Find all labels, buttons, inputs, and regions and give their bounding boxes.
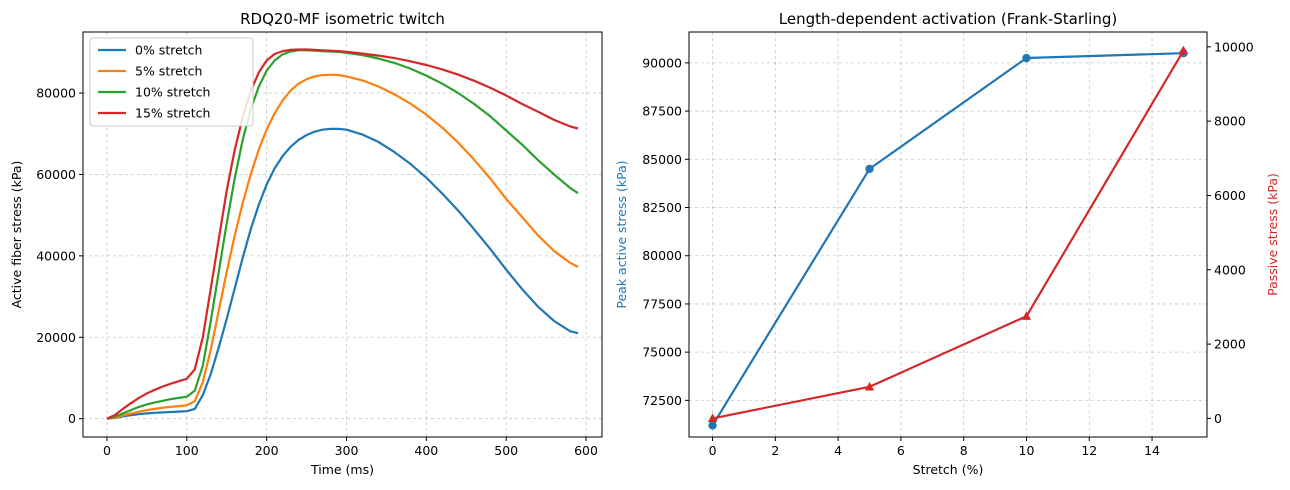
y-tick-label: 72500 xyxy=(642,393,682,408)
x-tick-label: 500 xyxy=(494,443,518,458)
right-y-tick-label: 10000 xyxy=(1214,39,1254,54)
passive-stress-point xyxy=(707,413,718,423)
x-tick-label: 600 xyxy=(574,443,598,458)
right-y-tick-label: 2000 xyxy=(1214,337,1246,352)
series-line-10-stretch xyxy=(106,49,579,420)
passive-stress-point xyxy=(1021,311,1032,320)
series-line-5-stretch xyxy=(106,73,579,420)
chart-title: Length-dependent activation (Frank-Starl… xyxy=(779,10,1117,28)
right-y-axis-label: Passive stress (kPa) xyxy=(1265,173,1280,296)
x-tick-label: 2 xyxy=(771,443,779,458)
x-tick-label: 400 xyxy=(414,443,438,458)
twitch-chart: 0 100 200 300 400 500 600 0 20000 40000 60000 80000… xyxy=(9,10,603,477)
frank-starling-chart: 0 2 4 6 8 10 12 1472500750007750080000825008500… xyxy=(614,10,1280,477)
passive-stress-point xyxy=(864,381,875,391)
x-tick-label: 4 xyxy=(834,443,842,458)
y-tick-label: 87500 xyxy=(642,104,682,119)
y-tick-label: 80000 xyxy=(642,248,682,263)
x-axis-label: Time (ms) xyxy=(310,462,374,477)
x-tick-label: 0 xyxy=(103,443,111,458)
peak-active-stress-point xyxy=(865,164,874,174)
x-tick-label: 14 xyxy=(1144,443,1160,458)
x-axis-label: Stretch (%) xyxy=(913,462,984,477)
legend-label: 15% stretch xyxy=(135,106,210,121)
right-y-tick-label: 6000 xyxy=(1214,188,1246,203)
y-tick-label: 82500 xyxy=(642,200,682,215)
x-tick-label: 200 xyxy=(255,443,279,458)
right-y-tick-label: 0 xyxy=(1214,411,1222,426)
x-tick-label: 12 xyxy=(1081,443,1097,458)
legend-box xyxy=(89,37,254,127)
grid xyxy=(83,32,602,437)
x-tick-label: 8 xyxy=(960,443,968,458)
x-tick-label: 100 xyxy=(175,443,199,458)
passive-stress-point xyxy=(1178,45,1189,55)
right-y-tick-label: 4000 xyxy=(1214,262,1246,277)
grid xyxy=(689,32,1207,437)
series-line-15-stretch xyxy=(106,48,579,420)
y-tick-label: 77500 xyxy=(642,296,682,311)
peak-active-stress-line xyxy=(711,52,1184,426)
passive-stress-line xyxy=(712,50,1185,420)
series-line-0-stretch xyxy=(106,127,579,420)
x-tick-label: 6 xyxy=(897,443,905,458)
y-tick-label: 0 xyxy=(68,411,76,426)
y-tick-label: 85000 xyxy=(642,152,682,167)
legend-label: 5% stretch xyxy=(135,64,202,79)
y-tick-label: 40000 xyxy=(36,248,76,263)
x-tick-label: 300 xyxy=(335,443,359,458)
y-tick-label: 75000 xyxy=(642,345,682,360)
axes-frame xyxy=(82,31,603,438)
x-tick-label: 10 xyxy=(1019,443,1035,458)
legend-label: 10% stretch xyxy=(135,85,210,100)
y-tick-label: 90000 xyxy=(642,55,682,70)
chart-title: RDQ20-MF isometric twitch xyxy=(240,10,445,28)
legend-label: 0% stretch xyxy=(135,43,202,58)
x-tick-label: 0 xyxy=(709,443,717,458)
legend: 0% stretch 5% stretch 10% stretch 15% stret… xyxy=(89,37,254,127)
y-axis-label: Peak active stress (kPa) xyxy=(614,160,629,308)
peak-active-stress-point xyxy=(1022,53,1031,63)
peak-active-stress-point xyxy=(708,421,717,430)
y-tick-label: 60000 xyxy=(36,167,76,182)
y-axis-label: Active fiber stress (kPa) xyxy=(9,161,24,309)
right-y-tick-label: 8000 xyxy=(1214,114,1246,129)
axes-frame xyxy=(688,31,1208,438)
y-tick-label: 80000 xyxy=(36,86,76,101)
y-tick-label: 20000 xyxy=(36,330,76,345)
